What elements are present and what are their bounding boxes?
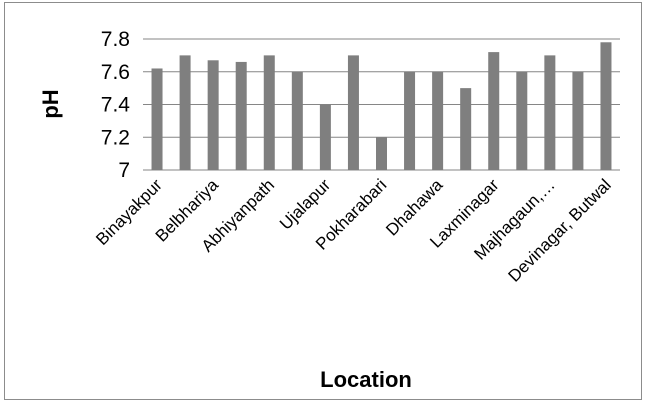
bar [151, 68, 163, 170]
bar [572, 71, 584, 170]
y-tick-label: 7.6 [101, 61, 130, 84]
bar [544, 55, 556, 170]
bar [600, 42, 612, 170]
y-tick-label: 7 [118, 159, 130, 182]
bar [291, 71, 303, 170]
y-tick-label: 7.4 [101, 94, 131, 117]
x-tick-labels: BinayakpurBelbhariyaAbhiyanpathUjalapurP… [92, 175, 615, 286]
x-tick-label: Ujalapur [276, 175, 334, 233]
bar [376, 137, 387, 170]
bar [460, 88, 472, 170]
y-tick-labels: 7 7.2 7.4 7.6 7.8 [101, 28, 131, 182]
bar [347, 55, 359, 170]
x-tick-label: Binayakpur [92, 175, 166, 249]
x-axis-title: Location [320, 367, 412, 392]
bar [179, 55, 191, 170]
bar [516, 71, 528, 170]
bar [432, 71, 444, 170]
bar [207, 60, 219, 170]
y-tick-label: 7.2 [101, 126, 130, 149]
bar [263, 55, 275, 170]
chart-frame [4, 2, 642, 400]
x-tick-label: Devinagar, Butwal [504, 175, 614, 285]
y-axis-title: pH [38, 89, 63, 118]
bar [488, 52, 500, 170]
bars [151, 42, 612, 170]
y-tick-label: 7.8 [101, 28, 130, 51]
bar [235, 61, 247, 170]
bar [404, 71, 416, 170]
bar [319, 104, 331, 170]
